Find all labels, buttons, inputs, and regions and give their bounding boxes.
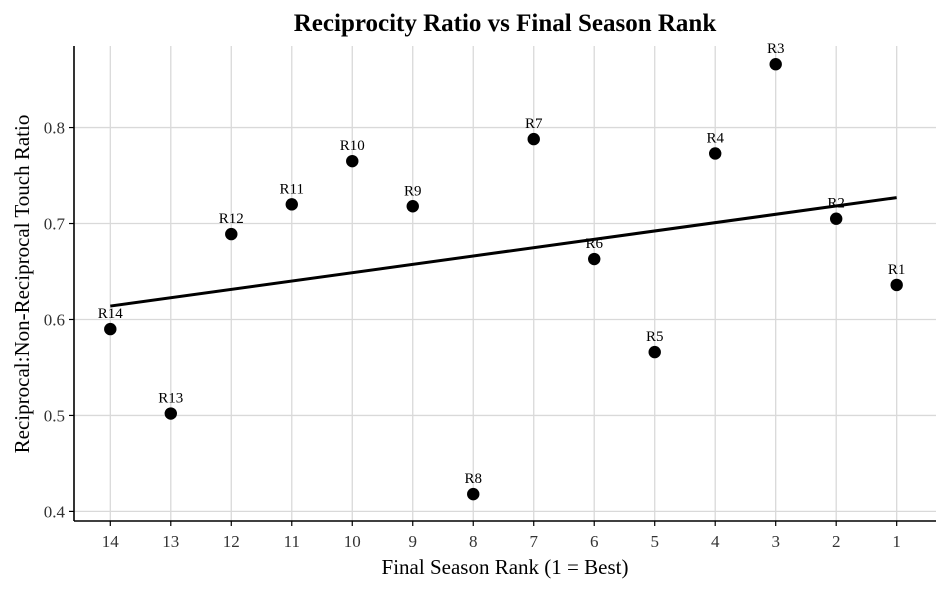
grid-layer [74,46,936,521]
x-tick-label: 13 [162,532,179,551]
points-layer [104,58,903,501]
y-tick-label: 0.7 [44,215,66,234]
x-tick-label: 12 [223,532,240,551]
x-tick-label: 7 [529,532,538,551]
x-tick-label: 10 [344,532,361,551]
data-point-r4 [709,147,722,160]
point-label-r4: R4 [706,130,724,146]
point-label-r1: R1 [888,262,906,278]
y-axis-title: Reciprocal:Non-Reciprocal Touch Ratio [10,115,34,454]
y-tick-label: 0.6 [44,310,65,329]
data-point-r13 [164,407,177,420]
point-labels-layer: R1 R2 R3 R4 R5 R6 R7 R8 R9 R10 R11 R12 R13 R14 [98,41,906,487]
x-tick-label: 9 [409,532,418,551]
data-point-r1 [890,278,903,292]
y-tick-label: 0.5 [44,406,65,425]
x-tick-label: 8 [469,532,478,551]
x-tick-label: 4 [711,532,720,551]
point-label-r11: R11 [280,181,304,197]
data-point-r10 [346,154,359,168]
data-point-r2 [829,212,843,225]
point-label-r10: R10 [340,138,365,154]
x-tick-label: 6 [590,532,599,551]
x-tick-label: 14 [102,532,120,551]
x-tick-label: 11 [284,532,300,551]
axes-layer: 14 13 12 11 10 9 8 7 6 5 4 3 2 1 0.4 0.5 0.6 0.7 0.8 [44,46,936,551]
trend-line [110,196,897,308]
point-label-r9: R9 [404,183,422,199]
y-tick-label: 0.8 [44,119,65,138]
data-point-r12 [225,227,238,241]
point-label-r3: R3 [767,41,785,57]
data-point-r11 [285,198,298,211]
x-tick-label: 3 [771,532,780,551]
data-point-r14 [104,322,117,336]
x-tick-label: 1 [892,532,901,551]
chart-title: Reciprocity Ratio vs Final Season Rank [294,10,717,37]
data-point-r8 [467,487,480,501]
point-label-r14: R14 [98,306,124,322]
point-label-r7: R7 [525,116,543,132]
point-label-r2: R2 [827,196,845,212]
trend-layer [110,196,897,308]
point-label-r13: R13 [158,391,183,407]
data-point-r3 [769,58,782,71]
point-label-r12: R12 [219,211,244,227]
point-label-r6: R6 [585,236,603,252]
x-axis-title: Final Season Rank (1 = Best) [382,555,629,579]
x-tick-label: 2 [832,532,841,551]
data-point-r5 [648,345,661,359]
data-point-r7 [527,132,540,146]
data-point-r9 [406,200,419,213]
point-label-r8: R8 [464,471,482,487]
data-point-r6 [588,252,601,266]
point-label-r5: R5 [646,329,664,345]
x-tick-label: 5 [650,532,659,551]
y-tick-label: 0.4 [44,502,66,521]
